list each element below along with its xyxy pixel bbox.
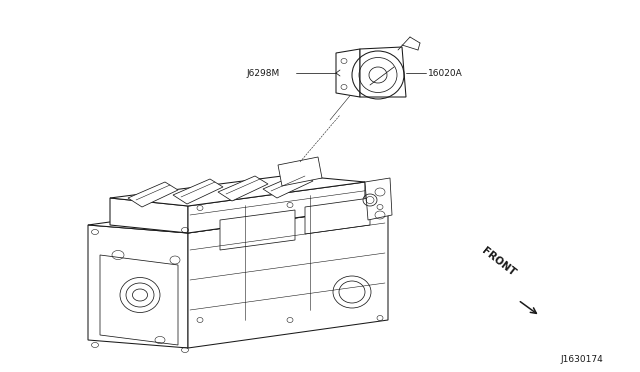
Polygon shape [220, 210, 295, 250]
Polygon shape [336, 49, 360, 97]
Polygon shape [110, 198, 188, 233]
Polygon shape [100, 255, 178, 345]
Polygon shape [365, 178, 392, 220]
Polygon shape [188, 182, 365, 233]
Text: J6298M: J6298M [247, 68, 280, 77]
Polygon shape [173, 179, 223, 204]
Polygon shape [88, 197, 388, 233]
Polygon shape [263, 173, 313, 198]
Text: J1630174: J1630174 [560, 356, 603, 365]
Text: 16020A: 16020A [428, 68, 463, 77]
Polygon shape [110, 175, 365, 206]
Polygon shape [305, 198, 370, 234]
Polygon shape [218, 176, 268, 201]
Polygon shape [188, 205, 388, 348]
Polygon shape [360, 47, 406, 97]
Polygon shape [128, 182, 178, 207]
Polygon shape [278, 157, 322, 186]
Polygon shape [88, 225, 188, 348]
Text: FRONT: FRONT [480, 246, 518, 278]
